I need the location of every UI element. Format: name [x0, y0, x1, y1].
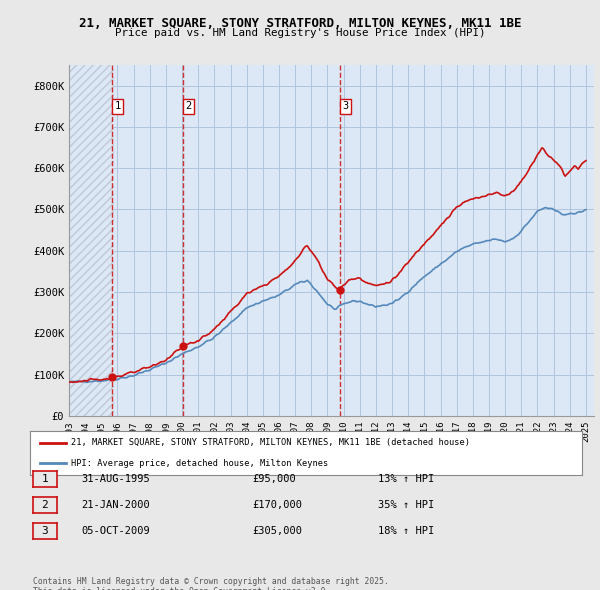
- Text: 13% ↑ HPI: 13% ↑ HPI: [378, 474, 434, 484]
- Text: 3: 3: [342, 101, 349, 111]
- Text: 18% ↑ HPI: 18% ↑ HPI: [378, 526, 434, 536]
- Text: 21, MARKET SQUARE, STONY STRATFORD, MILTON KEYNES, MK11 1BE (detached house): 21, MARKET SQUARE, STONY STRATFORD, MILT…: [71, 438, 470, 447]
- Text: £170,000: £170,000: [252, 500, 302, 510]
- Text: 21, MARKET SQUARE, STONY STRATFORD, MILTON KEYNES, MK11 1BE: 21, MARKET SQUARE, STONY STRATFORD, MILT…: [79, 17, 521, 30]
- Text: 3: 3: [41, 526, 49, 536]
- Text: HPI: Average price, detached house, Milton Keynes: HPI: Average price, detached house, Milt…: [71, 458, 329, 467]
- Text: Price paid vs. HM Land Registry's House Price Index (HPI): Price paid vs. HM Land Registry's House …: [115, 28, 485, 38]
- Text: 2: 2: [41, 500, 49, 510]
- Bar: [69, 65, 114, 416]
- Text: £95,000: £95,000: [252, 474, 296, 484]
- Text: 2: 2: [185, 101, 192, 111]
- Text: 21-JAN-2000: 21-JAN-2000: [81, 500, 150, 510]
- Text: 1: 1: [115, 101, 121, 111]
- Text: 35% ↑ HPI: 35% ↑ HPI: [378, 500, 434, 510]
- Text: 1: 1: [41, 474, 49, 484]
- Text: 05-OCT-2009: 05-OCT-2009: [81, 526, 150, 536]
- Text: 31-AUG-1995: 31-AUG-1995: [81, 474, 150, 484]
- Text: Contains HM Land Registry data © Crown copyright and database right 2025.
This d: Contains HM Land Registry data © Crown c…: [33, 577, 389, 590]
- Text: £305,000: £305,000: [252, 526, 302, 536]
